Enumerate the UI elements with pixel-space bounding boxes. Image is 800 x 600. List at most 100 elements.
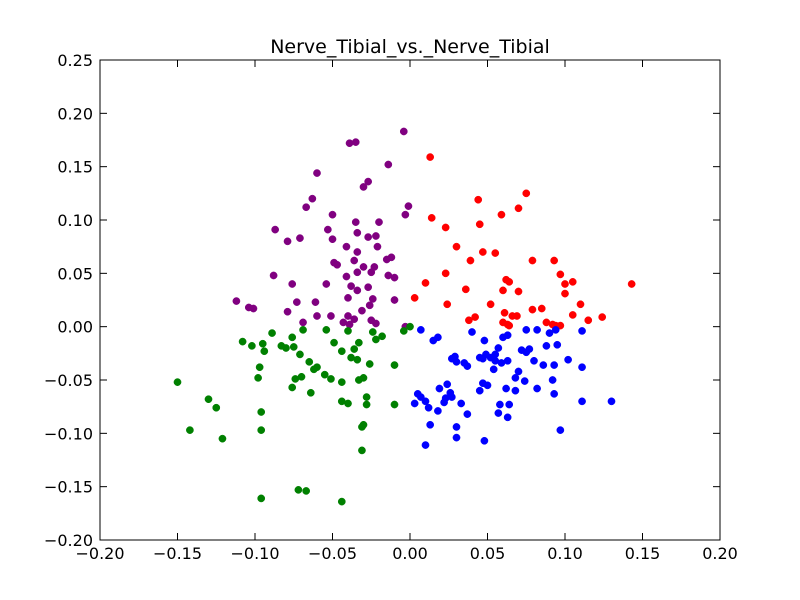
scatter-point (364, 177, 372, 186)
scatter-point (576, 300, 585, 309)
scatter-point (327, 312, 335, 320)
scatter-point (333, 260, 341, 269)
scatter-point (452, 433, 461, 442)
scatter-point (533, 326, 541, 334)
scatter-point (353, 355, 362, 364)
scatter-point (500, 308, 509, 317)
scatter-point (578, 327, 586, 335)
scatter-point (607, 397, 616, 406)
scatter-point (479, 354, 487, 363)
scatter-point (441, 269, 450, 278)
scatter-point (345, 320, 354, 329)
scatter-point (342, 272, 351, 281)
scatter-point (483, 381, 492, 390)
scatter-point (350, 256, 359, 265)
scatter-point (289, 343, 298, 351)
scatter-point (232, 297, 241, 305)
y-tick-label: −0.05 (44, 371, 93, 390)
scatter-point (550, 256, 559, 265)
scatter-point (313, 312, 321, 320)
scatter-point (173, 378, 182, 386)
scatter-point (345, 139, 354, 148)
scatter-point (435, 384, 444, 393)
scatter-point (293, 298, 301, 306)
scatter-point (551, 326, 560, 334)
scatter-point (358, 306, 366, 315)
scatter-point (344, 327, 352, 335)
scatter-point (421, 397, 430, 406)
scatter-point (355, 338, 363, 347)
scatter-point (426, 420, 434, 429)
scatter-point (525, 345, 534, 353)
chart-title: Nerve_Tibial_vs._Nerve_Tibial (270, 36, 550, 58)
scatter-point (212, 403, 221, 412)
scatter-point (353, 268, 362, 277)
scatter-point (313, 169, 321, 177)
scatter-point (337, 497, 346, 506)
scatter-point (353, 248, 362, 256)
scatter-point (550, 361, 559, 369)
scatter-point (258, 339, 267, 348)
scatter-point (248, 342, 256, 350)
scatter-point (399, 327, 408, 335)
scatter-point (443, 300, 452, 309)
scatter-point (545, 329, 554, 337)
scatter-point (513, 312, 521, 320)
scatter-point (503, 413, 512, 422)
scatter-point (480, 436, 489, 445)
scatter-point (294, 486, 303, 494)
scatter-point (302, 487, 310, 495)
scatter-point (452, 358, 461, 366)
scatter-point (441, 223, 450, 232)
scatter-point (561, 280, 569, 288)
scatter-point (269, 271, 278, 280)
scatter-point (539, 361, 548, 369)
scatter-point (410, 399, 419, 408)
scatter-point (384, 160, 393, 169)
scatter-point (249, 304, 258, 313)
scatter-point (359, 263, 368, 271)
scatter-point (255, 363, 264, 372)
scatter-point (328, 210, 337, 219)
scatter-point (320, 370, 329, 379)
scatter-point (568, 311, 577, 319)
x-tick-label: −0.05 (308, 544, 357, 563)
scatter-point (556, 270, 565, 279)
scatter-point (578, 363, 586, 372)
scatter-point (310, 365, 318, 374)
scatter-point (218, 434, 227, 443)
x-tick-label: 0.15 (625, 544, 661, 563)
scatter-point (337, 347, 346, 356)
scatter-point (328, 235, 337, 244)
scatter-point (288, 280, 297, 288)
scatter-point (288, 383, 297, 392)
scatter-point (358, 423, 366, 431)
scatter-point (584, 316, 593, 325)
scatter-point (299, 326, 307, 334)
scatter-point (503, 356, 512, 365)
scatter-point (344, 294, 352, 302)
scatter-point (486, 353, 495, 362)
scatter-point (351, 218, 360, 226)
x-tick-label: 0.10 (547, 544, 583, 563)
scatter-point (480, 336, 489, 345)
y-tick-label: −0.20 (44, 531, 93, 550)
scatter-point (288, 333, 297, 342)
scatter-point (489, 365, 498, 374)
scatter-point (375, 218, 383, 226)
x-tick-label: −0.20 (75, 544, 124, 563)
scatter-point (365, 301, 374, 310)
scatter-point (466, 256, 475, 265)
scatter-point (365, 360, 374, 368)
scatter-point (461, 285, 470, 294)
scatter-point (556, 426, 565, 434)
scatter-point (344, 312, 352, 320)
scatter-point (421, 441, 430, 449)
scatter-point (561, 289, 569, 298)
scatter-point (342, 242, 351, 251)
scatter-point (410, 294, 419, 302)
scatter-point (308, 194, 317, 203)
scatter-point (448, 393, 456, 401)
